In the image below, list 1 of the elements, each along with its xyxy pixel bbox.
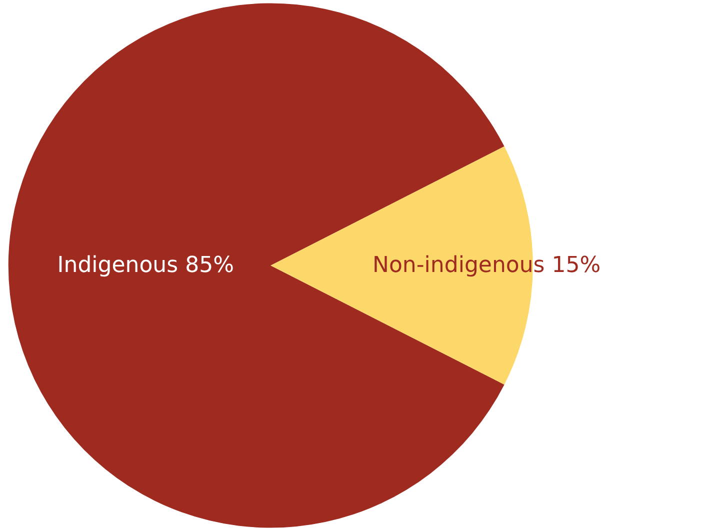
slice-label: Indigenous 85% [57,253,234,278]
